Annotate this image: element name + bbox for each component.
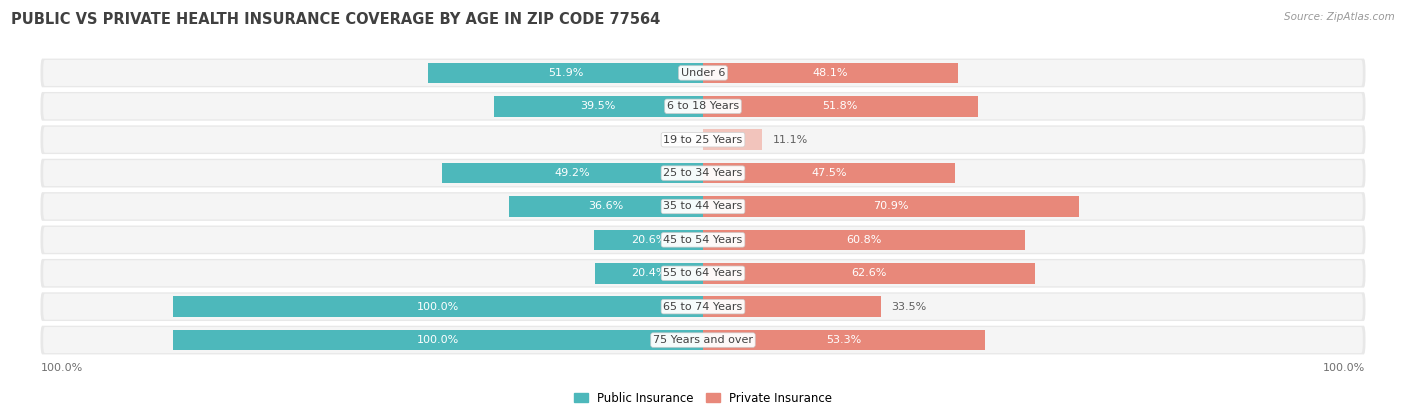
Text: 55 to 64 Years: 55 to 64 Years: [664, 268, 742, 278]
FancyBboxPatch shape: [41, 159, 1365, 188]
Text: Source: ZipAtlas.com: Source: ZipAtlas.com: [1284, 12, 1395, 22]
Bar: [443, 163, 703, 183]
Text: 100.0%: 100.0%: [1323, 363, 1365, 373]
Text: 53.3%: 53.3%: [827, 335, 862, 345]
Text: 70.9%: 70.9%: [873, 202, 908, 211]
FancyBboxPatch shape: [41, 192, 1365, 221]
Text: Under 6: Under 6: [681, 68, 725, 78]
Bar: [173, 296, 703, 317]
Bar: [593, 230, 703, 250]
Bar: [173, 330, 703, 350]
Text: 65 to 74 Years: 65 to 74 Years: [664, 301, 742, 312]
FancyBboxPatch shape: [44, 160, 1362, 186]
Bar: [703, 96, 977, 117]
Text: 33.5%: 33.5%: [891, 301, 927, 312]
Bar: [427, 63, 703, 83]
Text: 49.2%: 49.2%: [555, 168, 591, 178]
Text: 100.0%: 100.0%: [418, 301, 460, 312]
FancyBboxPatch shape: [41, 92, 1365, 121]
Text: 47.5%: 47.5%: [811, 168, 846, 178]
FancyBboxPatch shape: [41, 259, 1365, 287]
FancyBboxPatch shape: [41, 126, 1365, 154]
Text: 75 Years and over: 75 Years and over: [652, 335, 754, 345]
FancyBboxPatch shape: [44, 227, 1362, 253]
Text: 25 to 34 Years: 25 to 34 Years: [664, 168, 742, 178]
Bar: [703, 330, 986, 350]
Legend: Public Insurance, Private Insurance: Public Insurance, Private Insurance: [574, 392, 832, 405]
Text: 0.0%: 0.0%: [664, 135, 692, 145]
FancyBboxPatch shape: [44, 127, 1362, 153]
FancyBboxPatch shape: [44, 327, 1362, 353]
Bar: [703, 296, 880, 317]
Bar: [703, 63, 957, 83]
Text: 20.6%: 20.6%: [631, 235, 666, 245]
Text: 100.0%: 100.0%: [418, 335, 460, 345]
Text: 100.0%: 100.0%: [41, 363, 83, 373]
FancyBboxPatch shape: [44, 294, 1362, 320]
Text: 60.8%: 60.8%: [846, 235, 882, 245]
Text: 48.1%: 48.1%: [813, 68, 848, 78]
FancyBboxPatch shape: [44, 60, 1362, 86]
Text: 36.6%: 36.6%: [588, 202, 624, 211]
FancyBboxPatch shape: [44, 193, 1362, 220]
Bar: [703, 196, 1078, 217]
FancyBboxPatch shape: [41, 225, 1365, 254]
Text: 20.4%: 20.4%: [631, 268, 666, 278]
Bar: [703, 163, 955, 183]
Text: 35 to 44 Years: 35 to 44 Years: [664, 202, 742, 211]
Bar: [509, 196, 703, 217]
Text: 62.6%: 62.6%: [851, 268, 887, 278]
Text: 51.8%: 51.8%: [823, 101, 858, 112]
FancyBboxPatch shape: [41, 292, 1365, 321]
Text: 39.5%: 39.5%: [581, 101, 616, 112]
Bar: [703, 263, 1035, 284]
Bar: [494, 96, 703, 117]
Text: PUBLIC VS PRIVATE HEALTH INSURANCE COVERAGE BY AGE IN ZIP CODE 77564: PUBLIC VS PRIVATE HEALTH INSURANCE COVER…: [11, 12, 661, 27]
Bar: [703, 230, 1025, 250]
Text: 19 to 25 Years: 19 to 25 Years: [664, 135, 742, 145]
FancyBboxPatch shape: [41, 326, 1365, 354]
FancyBboxPatch shape: [44, 93, 1362, 119]
Bar: [703, 129, 762, 150]
Text: 11.1%: 11.1%: [772, 135, 807, 145]
Text: 51.9%: 51.9%: [548, 68, 583, 78]
FancyBboxPatch shape: [44, 260, 1362, 286]
FancyBboxPatch shape: [41, 59, 1365, 87]
Bar: [595, 263, 703, 284]
Text: 45 to 54 Years: 45 to 54 Years: [664, 235, 742, 245]
Text: 6 to 18 Years: 6 to 18 Years: [666, 101, 740, 112]
